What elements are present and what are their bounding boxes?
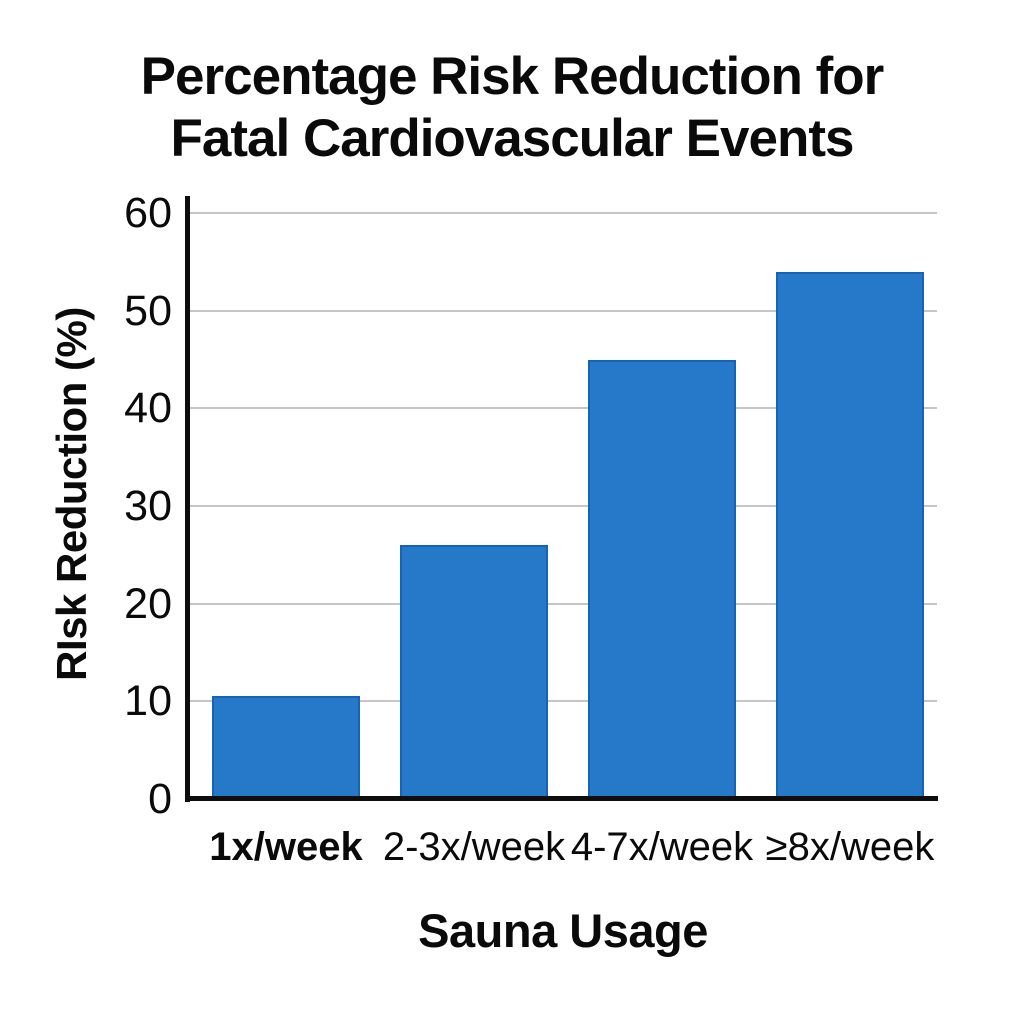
bar-4-7x/week — [588, 359, 736, 799]
y-tick-label-30: 30 — [124, 482, 172, 530]
chart-title-line-1: Percentage Risk Reduction for — [140, 47, 885, 106]
x-axis-label: Sauna Usage — [418, 904, 708, 957]
bar-≥8x/week — [776, 271, 924, 799]
y-tick-label-50: 50 — [124, 286, 172, 335]
gridline-y10 — [189, 700, 937, 703]
chart-title-line-2: Fatal Cardiovascular Events — [170, 109, 855, 168]
x-tick-label-2-3x/week: 2-3x/week — [382, 825, 566, 869]
x-axis-line — [185, 796, 938, 801]
x-tick-label-4-7x/week: 4-7x/week — [570, 825, 754, 869]
gridline-y20 — [189, 602, 937, 605]
gridline-y50 — [189, 309, 937, 312]
y-tick-label-40: 40 — [124, 384, 172, 433]
x-tick-label-1x/week: 1x/week — [209, 825, 363, 869]
chart-title: Percentage Risk Reduction for Fatal Card… — [0, 46, 1024, 170]
y-tick-label-20: 20 — [124, 579, 172, 628]
bar-2-3x/week — [400, 545, 548, 799]
y-tick-label-10: 10 — [124, 677, 172, 726]
x-tick-label-≥8x/week: ≥8x/week — [765, 825, 935, 869]
gridline-y30 — [189, 505, 937, 507]
bar-1x/week — [212, 696, 360, 799]
y-tick-label-60: 60 — [124, 189, 172, 237]
gridline-y40 — [189, 407, 937, 410]
gridline-y60 — [189, 212, 937, 214]
y-tick-label-0: 0 — [148, 775, 172, 823]
y-axis-line — [185, 196, 190, 802]
